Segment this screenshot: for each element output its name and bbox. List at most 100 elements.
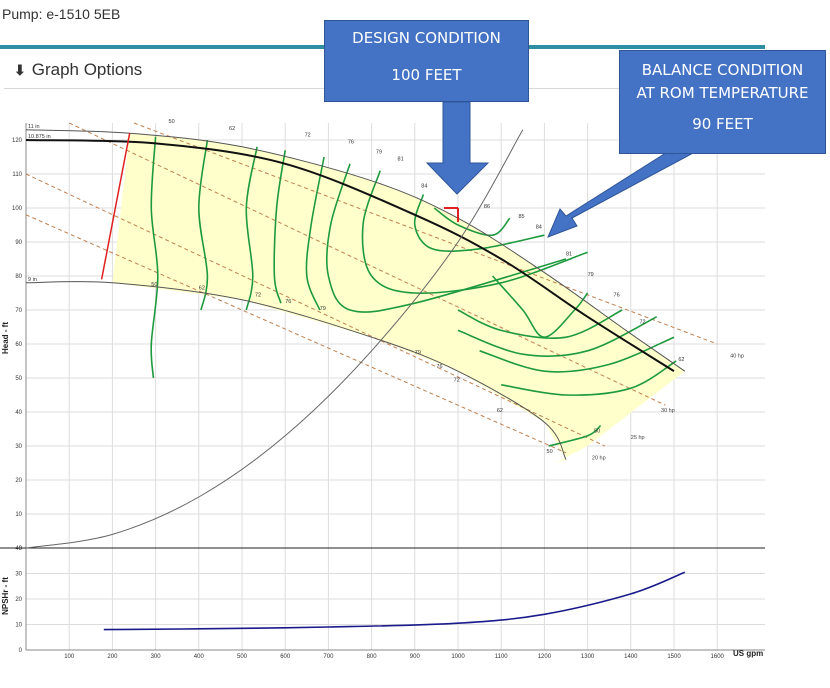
efficiency-curve	[501, 360, 677, 396]
efficiency-label: 50	[151, 282, 157, 288]
impeller-curve	[25, 139, 675, 373]
hp-line	[68, 122, 666, 406]
head-tick-label: 90	[15, 240, 22, 246]
efficiency-label: 76	[348, 139, 354, 145]
efficiency-curve	[457, 309, 623, 340]
efficiency-label: 72	[639, 320, 645, 326]
npsh-axis-label: NPSHr - ft	[1, 577, 10, 615]
design-callout-line2: 100 FEET	[391, 66, 462, 84]
hp-label: 30 hp	[661, 408, 675, 414]
x-tick-label: 1200	[538, 654, 552, 660]
efficiency-label: 85	[518, 214, 524, 220]
efficiency-curve	[457, 316, 658, 358]
efficiency-label: 76	[614, 292, 620, 298]
impeller-curve	[25, 281, 567, 460]
balance-callout-line3: 90 FEET	[692, 115, 753, 133]
x-tick-label: 500	[237, 654, 248, 660]
x-tick-label: 600	[280, 654, 291, 660]
head-tick-label: 20	[15, 478, 22, 484]
hp-label: 40 hp	[730, 354, 744, 360]
balance-callout-arrow	[547, 138, 696, 238]
balance-condition-callout: BALANCE CONDITION AT ROM TEMPERATURE 90 …	[619, 50, 826, 154]
efficiency-curve	[245, 146, 258, 311]
balance-callout-line2: AT ROM TEMPERATURE	[636, 84, 809, 102]
efficiency-label: 72	[454, 377, 460, 383]
balance-callout-line1: BALANCE CONDITION	[641, 61, 804, 79]
min-flow-cutoff	[100, 133, 131, 280]
head-tick-label: 100	[12, 206, 23, 212]
impeller-label: 9 in	[28, 277, 37, 283]
efficiency-label: 50	[169, 119, 175, 125]
efficiency-label: 86	[484, 204, 490, 210]
hp-line	[25, 173, 606, 447]
x-tick-label: 700	[323, 654, 334, 660]
efficiency-label: 62	[199, 286, 205, 292]
head-tick-label: 60	[15, 342, 22, 348]
x-tick-label: 400	[194, 654, 205, 660]
efficiency-label: 79	[588, 272, 594, 278]
head-tick-label: 30	[15, 444, 22, 450]
axis-tick-labels: 100 200 300 400 500 600 700 800 900 1000 1100 1200 1…	[12, 138, 725, 660]
design-callout-arrow	[425, 101, 490, 195]
callout-arrows	[425, 101, 696, 238]
npsh-tick-label: 0	[19, 648, 23, 654]
head-tick-label: 110	[12, 172, 22, 178]
efficiency-label: 50	[547, 449, 553, 455]
x-tick-label: 1300	[581, 654, 595, 660]
efficiency-curve	[413, 194, 545, 252]
head-tick-label: 40	[15, 410, 22, 416]
x-tick-label: 1100	[495, 654, 509, 660]
head-tick-label: 70	[15, 308, 22, 314]
efficiency-curve	[548, 424, 602, 447]
npsh-series-line	[103, 571, 686, 631]
impeller-label: 11 in	[28, 124, 40, 130]
efficiency-label: 76	[285, 299, 291, 305]
hp-label: 25 hp	[631, 435, 645, 441]
x-tick-label: 800	[367, 654, 378, 660]
efficiency-label: 62	[229, 126, 235, 132]
npsh-tick-label: 10	[15, 623, 22, 629]
efficiency-label: 84	[421, 184, 427, 190]
x-tick-label: 1600	[711, 654, 725, 660]
head-tick-label: 10	[15, 512, 22, 518]
efficiency-label: 81	[398, 156, 404, 162]
efficiency-curve	[361, 170, 588, 294]
head-tick-label: 80	[15, 274, 22, 280]
npsh-curve	[103, 571, 686, 631]
design-condition-callout: DESIGN CONDITION 100 FEET	[324, 20, 529, 102]
npsh-tick-label: 20	[15, 597, 22, 603]
hp-line	[25, 214, 567, 454]
npsh-tick-label: 40	[15, 546, 22, 552]
pump-title: Pump: e-1510 5EB	[2, 6, 121, 22]
x-axis-label: US gpm	[733, 649, 763, 658]
design-point-marker	[444, 207, 459, 222]
x-tick-label: 900	[410, 654, 421, 660]
efficiency-curve	[305, 156, 325, 311]
efficiency-label: 79	[415, 350, 421, 356]
x-tick-label: 300	[151, 654, 162, 660]
efficiency-label: 72	[255, 292, 261, 298]
curve-point-labels: 50 62 72 76 79 81 84 86 85 84 81 79 76 72 62 50 62 72 76 79…	[151, 119, 684, 455]
hp-label: 20 hp	[592, 456, 606, 462]
efficiency-curves	[150, 136, 677, 447]
impeller-label: 10.875 in	[28, 134, 51, 140]
efficiency-label: 84	[536, 224, 542, 230]
double-chevron-down-icon: ⬇︎	[14, 61, 26, 78]
x-tick-label: 1400	[624, 654, 638, 660]
efficiency-label: 76	[436, 364, 442, 370]
x-tick-label: 1000	[451, 654, 465, 660]
npsh-tick-label: 30	[15, 572, 22, 578]
head-tick-label: 120	[12, 138, 23, 144]
efficiency-curve	[150, 136, 159, 379]
x-tick-label: 100	[64, 654, 75, 660]
system-curve	[25, 129, 524, 549]
head-tick-label: 0	[19, 546, 23, 552]
efficiency-curve	[197, 139, 209, 311]
head-axis-label: Head - ft	[1, 322, 10, 354]
efficiency-label: 79	[376, 150, 382, 156]
efficiency-label: 79	[320, 306, 326, 312]
efficiency-curve	[273, 150, 286, 304]
efficiency-label: 50	[594, 428, 600, 434]
efficiency-label: 62	[678, 357, 684, 363]
